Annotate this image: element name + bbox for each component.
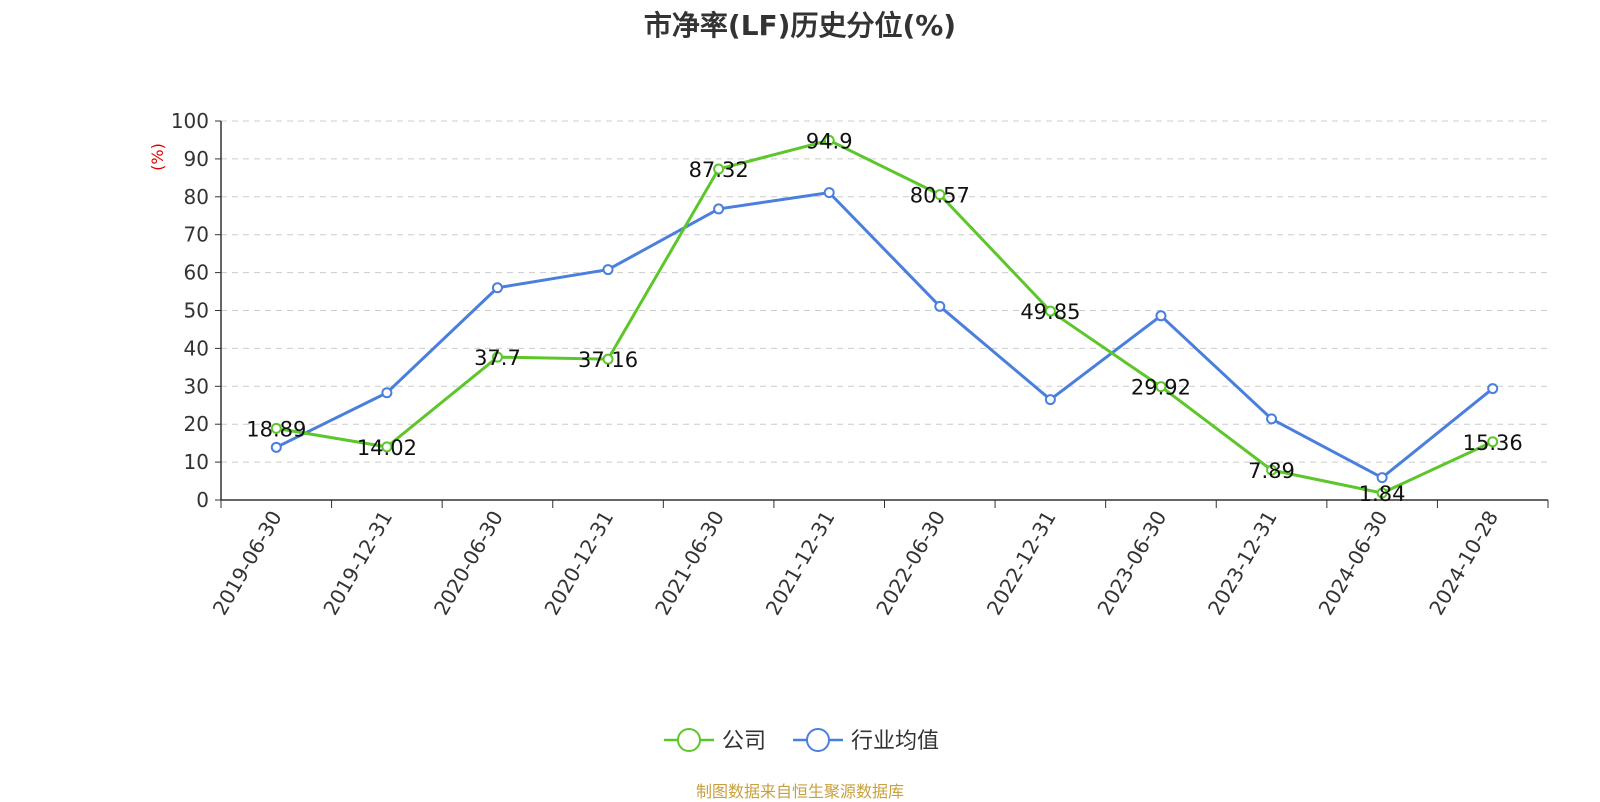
industry-data-point xyxy=(823,187,835,199)
x-tick-label: 2024-10-28 xyxy=(1424,507,1503,620)
company-data-point xyxy=(1044,305,1056,317)
y-axis-unit-label: (%) xyxy=(148,143,167,171)
company-data-label: 1.84 xyxy=(1359,482,1406,506)
y-tick-label: 60 xyxy=(184,261,209,285)
company-data-label: 7.89 xyxy=(1248,459,1295,483)
source-note: 制图数据来自恒生聚源数据库 xyxy=(695,782,904,801)
x-tick-label: 2022-06-30 xyxy=(871,507,950,620)
x-tick-label: 2019-06-30 xyxy=(208,507,287,620)
industry-data-point xyxy=(1376,472,1388,484)
company-data-point xyxy=(270,422,282,434)
company-data-label: 15.36 xyxy=(1463,431,1523,455)
company-data-point xyxy=(713,163,725,175)
y-tick-label: 20 xyxy=(184,412,209,436)
y-tick-label: 90 xyxy=(184,147,209,171)
industry-data-point xyxy=(381,387,393,399)
y-tick-label: 40 xyxy=(184,336,209,360)
y-tick-label: 10 xyxy=(184,450,209,474)
company-data-point xyxy=(491,351,503,363)
x-tick-label: 2024-06-30 xyxy=(1314,507,1393,620)
industry-data-point xyxy=(1155,310,1167,322)
company-data-point xyxy=(1376,487,1388,499)
y-tick-label: 0 xyxy=(196,488,209,512)
company-data-label: 37.7 xyxy=(474,346,521,370)
company-data-point xyxy=(1155,381,1167,393)
legend-company-marker xyxy=(677,728,701,752)
company-series-line xyxy=(276,138,1494,495)
industry-data-point xyxy=(602,264,614,276)
y-tick-label: 50 xyxy=(184,299,209,323)
company-data-label: 49.85 xyxy=(1020,300,1080,324)
industry-data-point xyxy=(713,203,725,215)
x-tick-label: 2021-06-30 xyxy=(650,507,729,620)
x-tick-label: 2022-12-31 xyxy=(982,507,1061,620)
industry-data-point xyxy=(270,441,282,453)
y-tick-label: 70 xyxy=(184,223,209,247)
x-tick-label: 2021-12-31 xyxy=(761,507,840,620)
x-tick-label: 2020-06-30 xyxy=(429,507,508,620)
y-tick-label: 80 xyxy=(184,185,209,209)
company-data-point xyxy=(1487,436,1499,448)
legend-company-label: 公司 xyxy=(722,729,766,754)
company-data-point xyxy=(381,441,393,453)
company-data-point xyxy=(934,189,946,201)
industry-data-point xyxy=(1487,383,1499,395)
company-data-label: 37.16 xyxy=(578,348,638,372)
legend-industry-marker xyxy=(806,728,830,752)
legend-industry-label: 行业均值 xyxy=(851,729,939,754)
company-data-label: 94.9 xyxy=(806,129,853,153)
industry-data-point xyxy=(1266,413,1278,425)
company-data-label: 29.92 xyxy=(1131,376,1191,400)
company-data-label: 80.57 xyxy=(910,184,970,208)
x-tick-label: 2023-06-30 xyxy=(1092,507,1171,620)
industry-series-line xyxy=(275,191,1494,480)
company-data-point xyxy=(602,353,614,365)
y-tick-label: 100 xyxy=(171,109,209,133)
company-data-label: 18.89 xyxy=(246,417,306,441)
x-tick-label: 2023-12-31 xyxy=(1203,507,1282,620)
company-data-label: 14.02 xyxy=(357,436,417,460)
chart-title: 市净率(LF)历史分位(%) xyxy=(643,9,957,42)
company-data-label: 87.32 xyxy=(689,158,749,182)
industry-data-point xyxy=(491,282,503,294)
x-tick-label: 2019-12-31 xyxy=(318,507,397,620)
company-data-point xyxy=(823,134,835,146)
y-tick-label: 30 xyxy=(184,374,209,398)
company-data-point xyxy=(1266,464,1278,476)
industry-data-point xyxy=(934,300,946,312)
industry-data-point xyxy=(1044,394,1056,406)
x-tick-label: 2020-12-31 xyxy=(539,507,618,620)
